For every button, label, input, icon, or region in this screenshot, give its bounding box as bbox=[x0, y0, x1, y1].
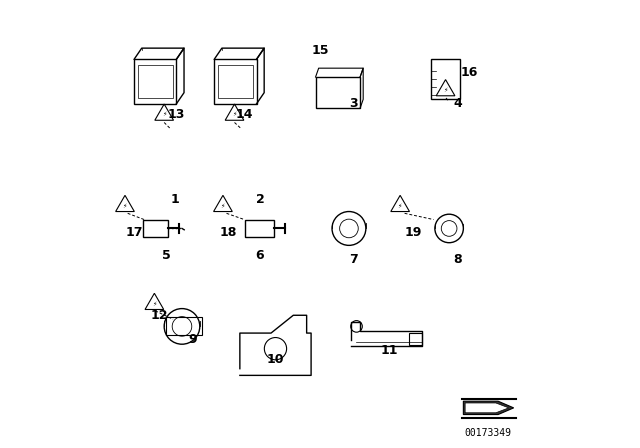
Polygon shape bbox=[465, 403, 509, 413]
Text: 00173349: 00173349 bbox=[464, 428, 511, 438]
Bar bbox=[138, 65, 173, 99]
Text: ⚡: ⚡ bbox=[152, 302, 157, 306]
Text: ⚡: ⚡ bbox=[221, 204, 225, 209]
Text: 13: 13 bbox=[168, 108, 186, 121]
Text: 1: 1 bbox=[171, 193, 180, 206]
Text: ⚡: ⚡ bbox=[123, 204, 127, 209]
Text: 11: 11 bbox=[380, 345, 397, 358]
Text: 4: 4 bbox=[454, 97, 462, 110]
Text: 16: 16 bbox=[460, 66, 478, 79]
Text: 14: 14 bbox=[236, 108, 253, 121]
Text: 15: 15 bbox=[311, 44, 329, 57]
Text: 12: 12 bbox=[151, 309, 168, 322]
Text: 17: 17 bbox=[125, 226, 143, 239]
Text: 9: 9 bbox=[189, 333, 197, 346]
Bar bbox=[134, 59, 177, 104]
Text: 18: 18 bbox=[220, 226, 237, 239]
Bar bbox=[245, 220, 275, 237]
Text: 5: 5 bbox=[162, 249, 171, 262]
Text: ⚡: ⚡ bbox=[232, 112, 237, 117]
Text: 6: 6 bbox=[255, 249, 264, 262]
Text: 8: 8 bbox=[454, 253, 462, 266]
Bar bbox=[143, 220, 168, 237]
Bar bbox=[166, 318, 202, 335]
Bar bbox=[431, 59, 460, 99]
Bar bbox=[316, 77, 360, 108]
Text: 10: 10 bbox=[267, 353, 284, 366]
Bar bbox=[214, 59, 257, 104]
Text: 19: 19 bbox=[405, 226, 422, 239]
Text: ⚡: ⚡ bbox=[162, 112, 166, 117]
Bar bbox=[409, 332, 422, 345]
Text: ⚡: ⚡ bbox=[444, 88, 448, 93]
Bar bbox=[218, 65, 253, 99]
Text: 2: 2 bbox=[255, 193, 264, 206]
Text: 3: 3 bbox=[349, 97, 358, 110]
Text: ⚡: ⚡ bbox=[398, 204, 403, 209]
Polygon shape bbox=[463, 401, 514, 414]
Text: 7: 7 bbox=[349, 253, 358, 266]
